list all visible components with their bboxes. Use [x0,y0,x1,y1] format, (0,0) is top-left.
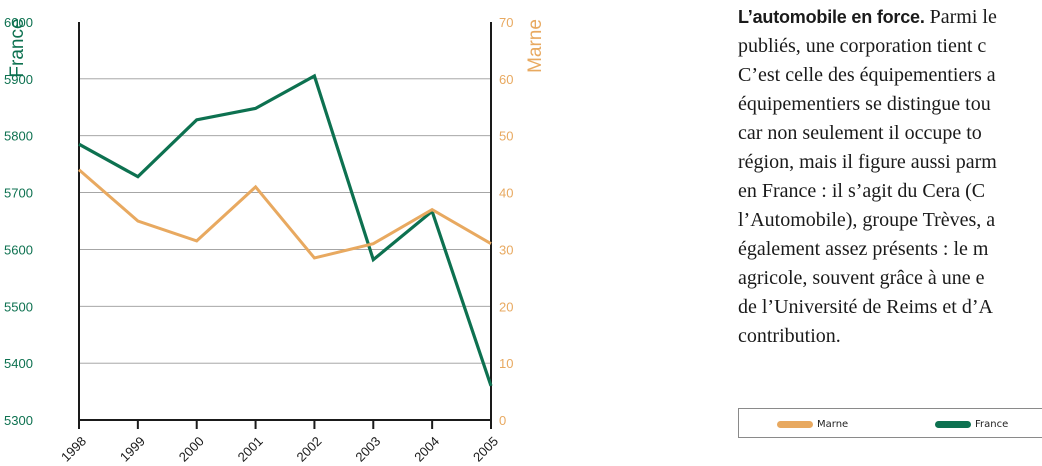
legend-swatch-france [935,420,971,428]
left-tick-label: 5600 [4,242,33,257]
series-lines [78,73,493,387]
article-line: car non seulement il occupe to [738,122,982,144]
left-axis-title: France [7,18,28,77]
right-tick-label: 30 [499,242,513,257]
legend-item-france: France [935,417,1008,431]
article-line-text: Parmi le [924,6,997,28]
left-tick-label: 6000 [4,15,33,30]
legend-swatch-marne [777,420,813,428]
legend-label-marne: Marne [817,418,849,430]
chart-legend: Marne France [738,408,1042,438]
x-tick-label: 2000 [176,434,207,465]
x-tick-label: 2005 [470,434,501,465]
right-tick-label: 20 [499,299,513,314]
x-tick-label: 1999 [117,434,148,465]
article-line: en France : il s’agit du Cera (C [738,180,986,202]
x-tick-label: 2003 [352,434,383,465]
right-tick-label: 40 [499,186,513,201]
x-tick-label: 2004 [411,434,442,465]
right-axis-title: Marne [525,19,546,73]
article-line: l’Automobile), groupe Trèves, a [738,209,996,231]
left-tick-label: 5300 [4,413,33,428]
x-tick-label: 2002 [293,434,324,465]
x-tick-label: 1998 [58,434,89,465]
x-tick-label: 2001 [235,434,266,465]
legend-item-marne: Marne [777,417,848,431]
article-line: également assez présents : le m [738,238,989,260]
series-line-france [78,73,493,387]
article-text: L’automobile en force. Parmi le publiés,… [738,3,1042,351]
left-tick-label: 5700 [4,186,33,201]
article-headline: L’automobile en force. [738,7,925,27]
article-line: C’est celle des équipementiers a [738,64,996,86]
article-line: contribution. [738,325,841,347]
article-line: publiés, une corporation tient c [738,35,987,57]
right-tick-label: 10 [499,356,513,371]
article-line-1: L’automobile en force. Parmi le [738,3,1042,32]
legend-label-france: France [975,418,1009,430]
chart-axes [78,22,492,429]
article-line: équipementiers se distingue tou [738,93,991,115]
article-line: agricole, souvent grâce à une e [738,267,985,289]
series-line-marne [78,168,492,260]
article-line: de l’Université de Reims et d’A [738,296,993,318]
right-tick-label: 60 [499,72,513,87]
left-tick-label: 5900 [4,72,33,87]
article-line: région, mais il figure aussi parm [738,151,997,173]
tick-labels: 6000 70 5900 60 5800 50 5700 40 5600 30 5500 20 5400… [4,15,546,465]
left-tick-label: 5800 [4,129,33,144]
left-tick-label: 5400 [4,356,33,371]
left-tick-label: 5500 [4,299,33,314]
right-tick-label: 0 [499,413,506,428]
right-tick-label: 70 [499,15,513,30]
gridlines [79,78,491,364]
right-tick-label: 50 [499,129,513,144]
